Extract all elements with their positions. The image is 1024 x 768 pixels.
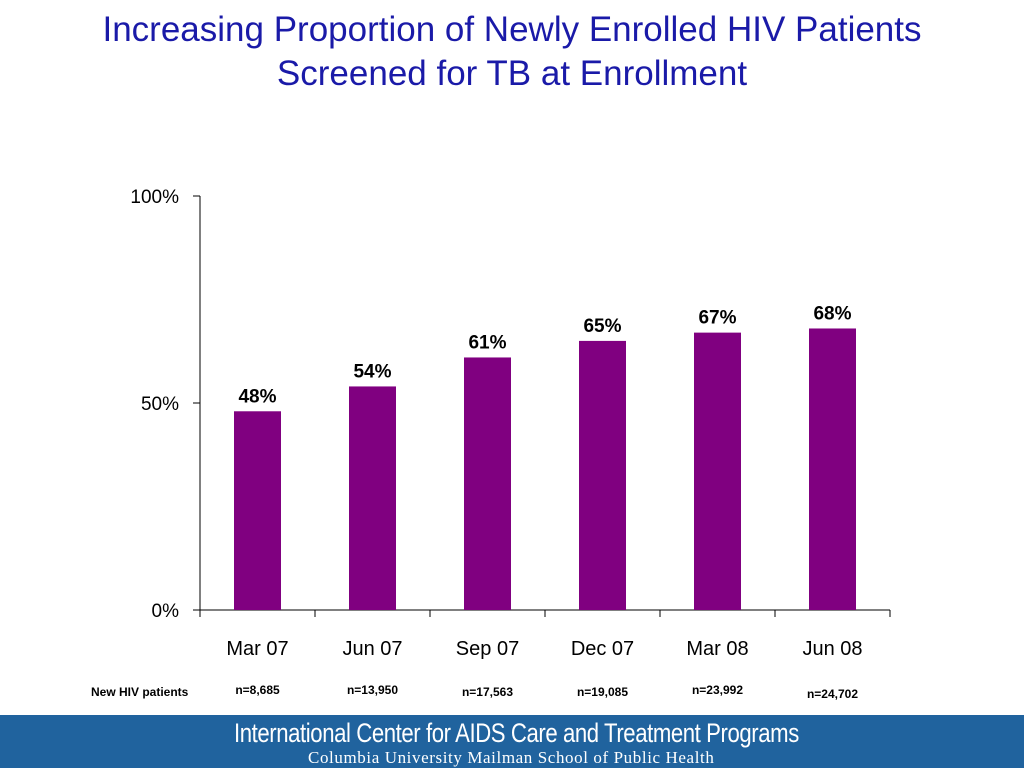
title-line-1: Increasing Proportion of Newly Enrolled … xyxy=(102,10,922,49)
title-line-2: Screened for TB at Enrollment xyxy=(276,54,748,93)
footer-org-name: International Center for AIDS Care and T… xyxy=(234,718,799,748)
x-tick-label: Jun 07 xyxy=(342,638,402,660)
bar xyxy=(694,332,741,610)
bar xyxy=(809,328,856,610)
bar xyxy=(579,340,626,610)
data-label: 54% xyxy=(353,361,391,382)
n-label: n=17,563 xyxy=(462,685,513,699)
n-label: n=19,085 xyxy=(577,685,628,699)
data-label: 48% xyxy=(238,386,276,407)
n-label: n=8,685 xyxy=(235,683,280,697)
data-label: 68% xyxy=(813,303,851,324)
x-tick-label: Sep 07 xyxy=(456,638,519,660)
y-tick-label: 50% xyxy=(141,394,179,415)
footer-school-name: Columbia University Mailman School of Pu… xyxy=(308,748,715,767)
y-tick-label: 0% xyxy=(152,601,180,622)
chart-title: Increasing Proportion of Newly Enrolled … xyxy=(0,8,1024,96)
n-row-label: New HIV patients xyxy=(91,685,189,699)
n-label: n=23,992 xyxy=(692,683,743,697)
data-label: 67% xyxy=(698,308,736,329)
y-tick-label: 100% xyxy=(130,187,179,208)
footer-banner: International Center for AIDS Care and T… xyxy=(0,715,1024,768)
n-label: n=24,702 xyxy=(807,687,858,701)
data-label: 65% xyxy=(583,316,621,337)
x-tick-label: Dec 07 xyxy=(571,638,634,660)
bar xyxy=(234,411,281,610)
x-tick-label: Mar 08 xyxy=(686,638,748,660)
x-tick-label: Mar 07 xyxy=(226,638,288,660)
x-tick-label: Jun 08 xyxy=(802,638,862,660)
bar-chart: 0% 50% 100% 48% Mar 07 n=8,685 54% Jun 07 n=13,9… xyxy=(91,187,891,701)
data-label: 61% xyxy=(468,332,506,353)
bar xyxy=(464,357,511,610)
bar xyxy=(349,386,396,610)
n-label: n=13,950 xyxy=(347,683,398,697)
